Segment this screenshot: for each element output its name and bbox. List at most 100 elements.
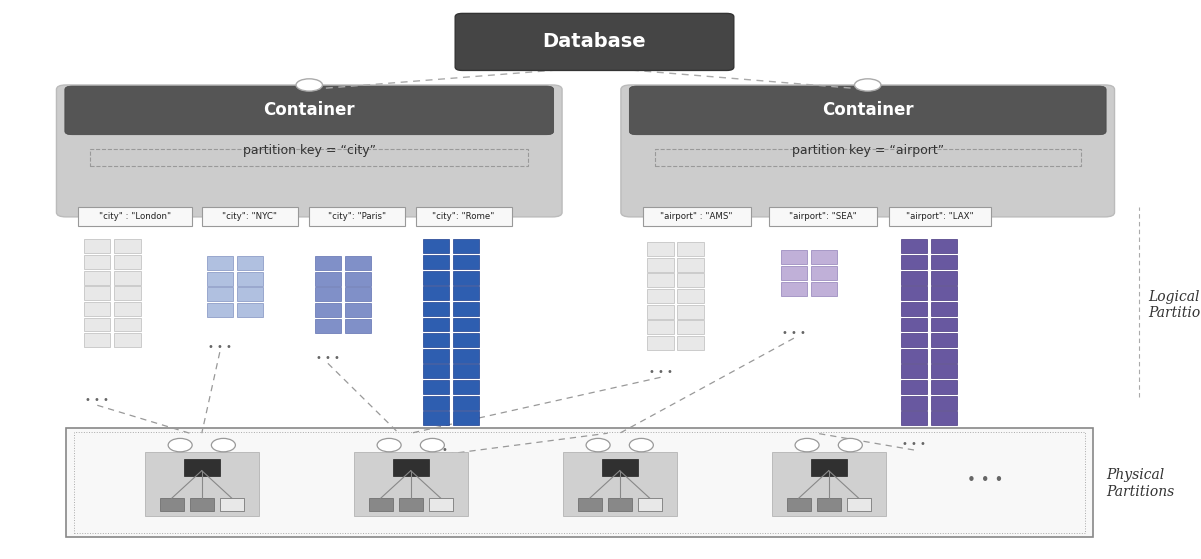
Text: partition key = “city”: partition key = “city” (243, 144, 376, 158)
Bar (647, 336, 674, 350)
Bar (647, 305, 674, 319)
Bar (423, 239, 449, 253)
Bar (416, 207, 512, 226)
Bar (781, 250, 807, 264)
Circle shape (855, 79, 882, 91)
Bar (453, 396, 479, 410)
Bar (931, 286, 957, 300)
Bar (315, 303, 341, 317)
Bar (66, 428, 1093, 537)
Bar (931, 333, 957, 347)
Bar (237, 256, 263, 270)
Bar (114, 333, 141, 347)
Bar (423, 411, 449, 425)
Text: • • •: • • • (967, 473, 1003, 488)
Bar (817, 498, 841, 510)
Bar (160, 498, 184, 510)
Bar (423, 396, 449, 410)
Bar (931, 411, 957, 425)
Bar (190, 498, 214, 510)
Ellipse shape (795, 438, 819, 452)
Bar (655, 149, 1081, 166)
Bar (811, 266, 837, 280)
Bar (84, 302, 110, 316)
Bar (901, 411, 927, 425)
FancyBboxPatch shape (455, 13, 734, 70)
Bar (647, 320, 674, 334)
Bar (84, 255, 110, 269)
Bar (114, 286, 141, 300)
Bar (931, 349, 957, 363)
Bar (453, 302, 479, 316)
Bar (647, 289, 674, 303)
Bar (423, 364, 449, 378)
Bar (423, 255, 449, 269)
Bar (114, 302, 141, 316)
Bar (453, 411, 479, 425)
FancyBboxPatch shape (65, 86, 554, 135)
Text: "airport" : "AMS": "airport" : "AMS" (661, 212, 733, 221)
FancyBboxPatch shape (56, 85, 562, 217)
Bar (811, 282, 837, 296)
Bar (145, 452, 259, 516)
Ellipse shape (211, 438, 235, 452)
Bar (781, 282, 807, 296)
Bar (847, 498, 871, 510)
Text: "city" : "London": "city" : "London" (98, 212, 172, 221)
Bar (562, 452, 677, 516)
Bar (602, 459, 638, 476)
Bar (345, 287, 371, 301)
Circle shape (295, 79, 322, 91)
Bar (647, 273, 674, 287)
Ellipse shape (168, 438, 192, 452)
Text: "city": "Paris": "city": "Paris" (328, 212, 386, 221)
Bar (207, 303, 233, 317)
Bar (901, 255, 927, 269)
Bar (931, 239, 957, 253)
Bar (901, 318, 927, 331)
Bar (453, 255, 479, 269)
Bar (84, 333, 110, 347)
Bar (78, 207, 192, 226)
Bar (202, 207, 298, 226)
Bar (423, 318, 449, 331)
Bar (315, 256, 341, 270)
Bar (90, 149, 528, 166)
Bar (931, 255, 957, 269)
Bar (769, 207, 877, 226)
Bar (453, 333, 479, 347)
Text: • • •: • • • (902, 439, 926, 449)
Bar (901, 302, 927, 316)
Bar (787, 498, 811, 510)
Bar (453, 318, 479, 331)
Bar (453, 380, 479, 394)
Bar (931, 271, 957, 285)
Bar (399, 498, 423, 510)
Text: Database: Database (543, 32, 646, 51)
Bar (315, 319, 341, 333)
Bar (345, 272, 371, 286)
Bar (453, 349, 479, 363)
Bar (811, 459, 847, 476)
Bar (647, 258, 674, 272)
Bar (453, 271, 479, 285)
Text: • • •: • • • (316, 353, 340, 363)
Bar (643, 207, 751, 226)
Text: "city": "NYC": "city": "NYC" (222, 212, 277, 221)
FancyBboxPatch shape (621, 85, 1115, 217)
Bar (931, 302, 957, 316)
Bar (638, 498, 662, 510)
Bar (345, 256, 371, 270)
Bar (84, 271, 110, 285)
Bar (237, 272, 263, 286)
Bar (84, 286, 110, 300)
Bar (608, 498, 632, 510)
Bar (578, 498, 602, 510)
Bar (315, 272, 341, 286)
Bar (931, 364, 957, 378)
Bar (114, 239, 141, 253)
Bar (429, 498, 453, 510)
Text: "airport": "SEA": "airport": "SEA" (789, 212, 856, 221)
Bar (84, 239, 110, 253)
Text: Container: Container (821, 101, 914, 120)
